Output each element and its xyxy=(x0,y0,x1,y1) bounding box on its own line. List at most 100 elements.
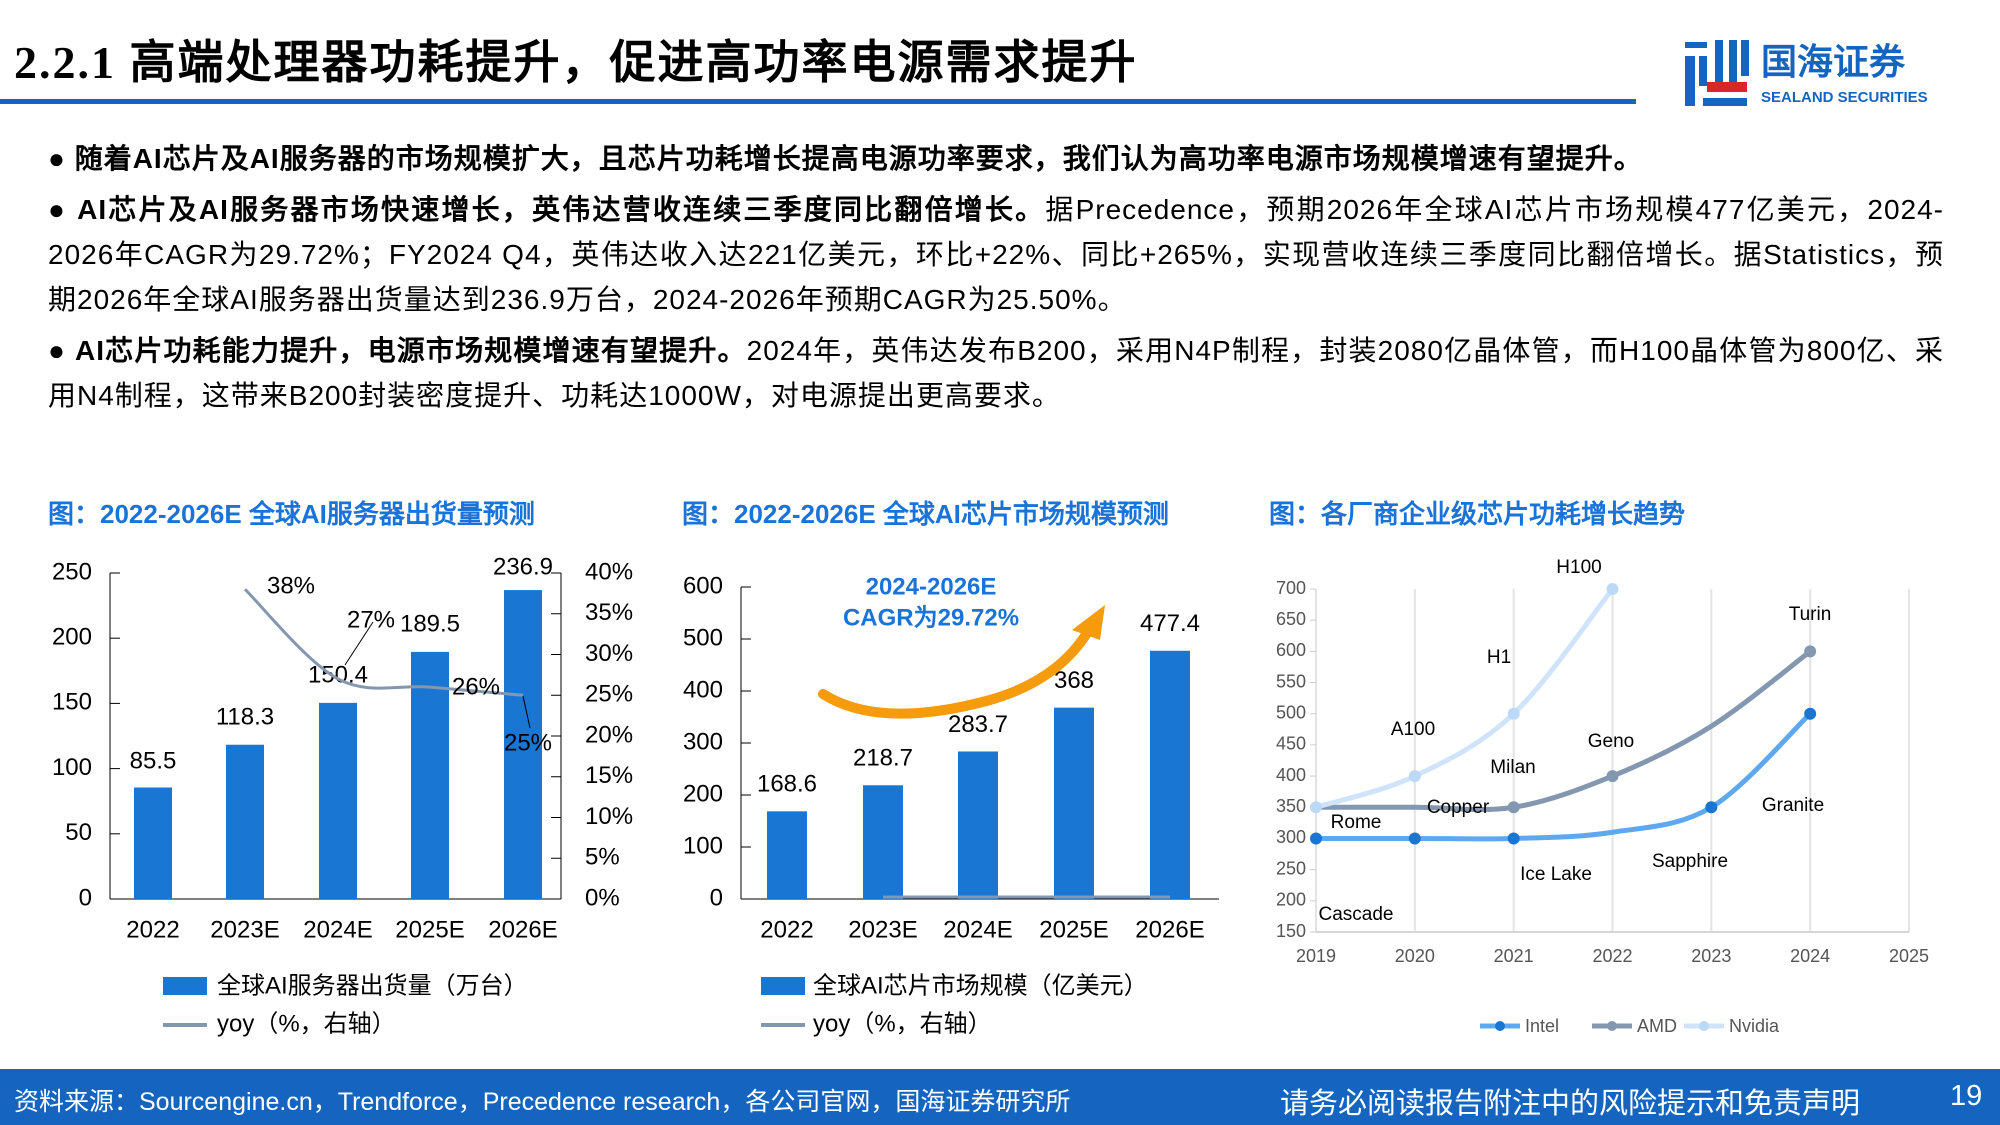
cagr-label-line2: CAGR为29.72% xyxy=(843,604,1019,631)
point-annotation: Turin xyxy=(1789,604,1832,625)
logo-red-band xyxy=(1707,82,1747,92)
x-tick-label: 2019 xyxy=(1296,946,1336,966)
y2-tick-label: 10% xyxy=(585,803,633,830)
page-title: 2.2.1 高端处理器功耗提升，促进高功率电源需求提升 xyxy=(14,37,1138,88)
y-tick-label: 650 xyxy=(1276,609,1306,629)
y-tick-label: 700 xyxy=(1276,578,1306,598)
y2-tick-label: 25% xyxy=(585,681,633,708)
yoy-line xyxy=(243,588,524,697)
x-tick-label: 2023E xyxy=(210,916,279,943)
legend-label: Nvidia xyxy=(1729,1016,1780,1036)
bullet-bold: AI芯片功耗能力提升，电源市场规模增速有望提升。 xyxy=(75,335,747,366)
bar xyxy=(958,751,998,899)
y-tick-label: 0 xyxy=(710,884,723,911)
point-annotation: H1 xyxy=(1487,647,1511,668)
y-tick-label: 200 xyxy=(1276,890,1306,910)
point-annotation: Sapphire xyxy=(1652,851,1728,872)
y-tick-label: 200 xyxy=(683,780,723,807)
legend-bar-swatch xyxy=(761,977,805,995)
bullet-item: ● 随着AI芯片及AI服务器的市场规模扩大，且芯片功耗增长提高电源功率要求，我们… xyxy=(48,143,1643,174)
logo-mark-icon xyxy=(1685,40,1749,106)
x-tick-label: 2024E xyxy=(303,916,372,943)
yoy-label: 27% xyxy=(347,606,395,633)
legend-marker-icon xyxy=(1607,1021,1617,1031)
y-tick-label: 250 xyxy=(52,558,92,585)
bullet-bold: AI芯片及AI服务器市场快速增长，英伟达营收连续三季度同比翻倍增长。 xyxy=(77,194,1046,225)
data-marker xyxy=(1310,801,1322,814)
bar xyxy=(504,590,542,899)
bullet-text: 2024年，英伟达发布B200，采用N4P制程，封装2080亿晶体管，而H100… xyxy=(48,335,1944,411)
bar xyxy=(226,744,264,899)
cagr-label-line1: 2024-2026E xyxy=(866,573,997,600)
point-annotation: Geno xyxy=(1588,731,1634,752)
leader-line xyxy=(344,621,374,666)
y-tick-label: 450 xyxy=(1276,734,1306,754)
bar-value-label: 218.7 xyxy=(853,745,913,772)
point-annotation: Granite xyxy=(1762,795,1824,816)
x-tick-label: 2026E xyxy=(1135,916,1204,943)
point-annotation: Cascade xyxy=(1319,904,1394,925)
bullet-list: ● 随着AI芯片及AI服务器的市场规模扩大，且芯片功耗增长提高电源功率要求，我们… xyxy=(48,136,1944,424)
point-annotation: H100 xyxy=(1556,557,1601,578)
y-tick-label: 200 xyxy=(52,624,92,651)
y-tick-label: 500 xyxy=(1276,702,1306,722)
data-marker xyxy=(1408,770,1421,783)
y-tick-label: 600 xyxy=(683,572,723,599)
x-tick-label: 2024E xyxy=(943,916,1012,943)
x-tick-label: 2026E xyxy=(488,916,557,943)
bar xyxy=(767,811,807,899)
data-marker xyxy=(1507,832,1520,845)
bullet-item: ● AI芯片功耗能力提升，电源市场规模增速有望提升。2024年，英伟达发布B20… xyxy=(48,335,1944,411)
x-tick-label: 2020 xyxy=(1395,946,1435,966)
x-tick-label: 2021 xyxy=(1494,946,1534,966)
bar xyxy=(1054,707,1094,899)
x-tick-label: 2022 xyxy=(126,916,179,943)
y-tick-label: 100 xyxy=(683,832,723,859)
y-tick-label: 400 xyxy=(1276,765,1306,785)
bullet-item: ● AI芯片及AI服务器市场快速增长，英伟达营收连续三季度同比翻倍增长。据Pre… xyxy=(48,194,1944,315)
chart2-title: 图：2022-2026E 全球AI芯片市场规模预测 xyxy=(682,499,1169,529)
bar xyxy=(863,785,903,899)
y2-tick-label: 40% xyxy=(585,558,633,585)
x-tick-label: 2022 xyxy=(1592,946,1632,966)
y2-tick-label: 15% xyxy=(585,762,633,789)
series-line-amd xyxy=(1316,649,1812,813)
y-tick-label: 100 xyxy=(52,754,92,781)
bar xyxy=(1150,650,1190,899)
logo-en-text: SEALAND SECURITIES xyxy=(1761,89,1928,106)
point-annotation: Milan xyxy=(1490,757,1535,778)
y2-tick-label: 0% xyxy=(585,884,620,911)
x-tick-label: 2025 xyxy=(1889,946,1929,966)
x-tick-label: 2025E xyxy=(395,916,464,943)
legend-bar-label: 全球AI芯片市场规模（亿美元） xyxy=(813,972,1148,999)
bar-value-label: 368 xyxy=(1054,667,1094,694)
yoy-label: 26% xyxy=(452,673,500,700)
y-tick-label: 250 xyxy=(1276,858,1306,878)
point-annotation: A100 xyxy=(1391,719,1435,740)
bar-value-label: 189.5 xyxy=(400,610,460,637)
chart1-title: 图：2022-2026E 全球AI服务器出货量预测 xyxy=(48,499,535,529)
y-tick-label: 0 xyxy=(79,884,92,911)
yoy-label: 38% xyxy=(267,572,315,599)
footer-bar: 资料来源：Sourcengine.cn，Trendforce，Precedenc… xyxy=(0,1069,2000,1125)
y-tick-label: 300 xyxy=(683,728,723,755)
y-tick-label: 600 xyxy=(1276,640,1306,660)
y-tick-label: 150 xyxy=(1276,921,1306,941)
bullet-text: 据Precedence，预期2026年全球AI芯片市场规模477亿美元，2024… xyxy=(48,194,1944,315)
title-divider xyxy=(0,99,1636,104)
charts-canvas: 0 50 100 150 200 250 0% 5% 10% 15% 20% 25% 30% 35% 40%… xyxy=(52,553,1929,1037)
y2-tick-label: 30% xyxy=(585,640,633,667)
cagr-arrow xyxy=(818,623,1095,719)
bar xyxy=(134,787,172,899)
data-marker xyxy=(1804,645,1817,658)
y-tick-label: 50 xyxy=(65,819,92,846)
y-tick-label: 400 xyxy=(683,676,723,703)
data-marker xyxy=(1606,770,1619,783)
data-marker xyxy=(1606,583,1619,595)
page-number: 19 xyxy=(1950,1080,1983,1112)
x-tick-label: 2024 xyxy=(1790,946,1830,966)
data-marker xyxy=(1507,801,1520,814)
x-tick-label: 2025E xyxy=(1039,916,1108,943)
sealand-logo: 国海证券 SEALAND SECURITIES xyxy=(1685,40,1928,106)
legend-bar-swatch xyxy=(163,977,207,995)
